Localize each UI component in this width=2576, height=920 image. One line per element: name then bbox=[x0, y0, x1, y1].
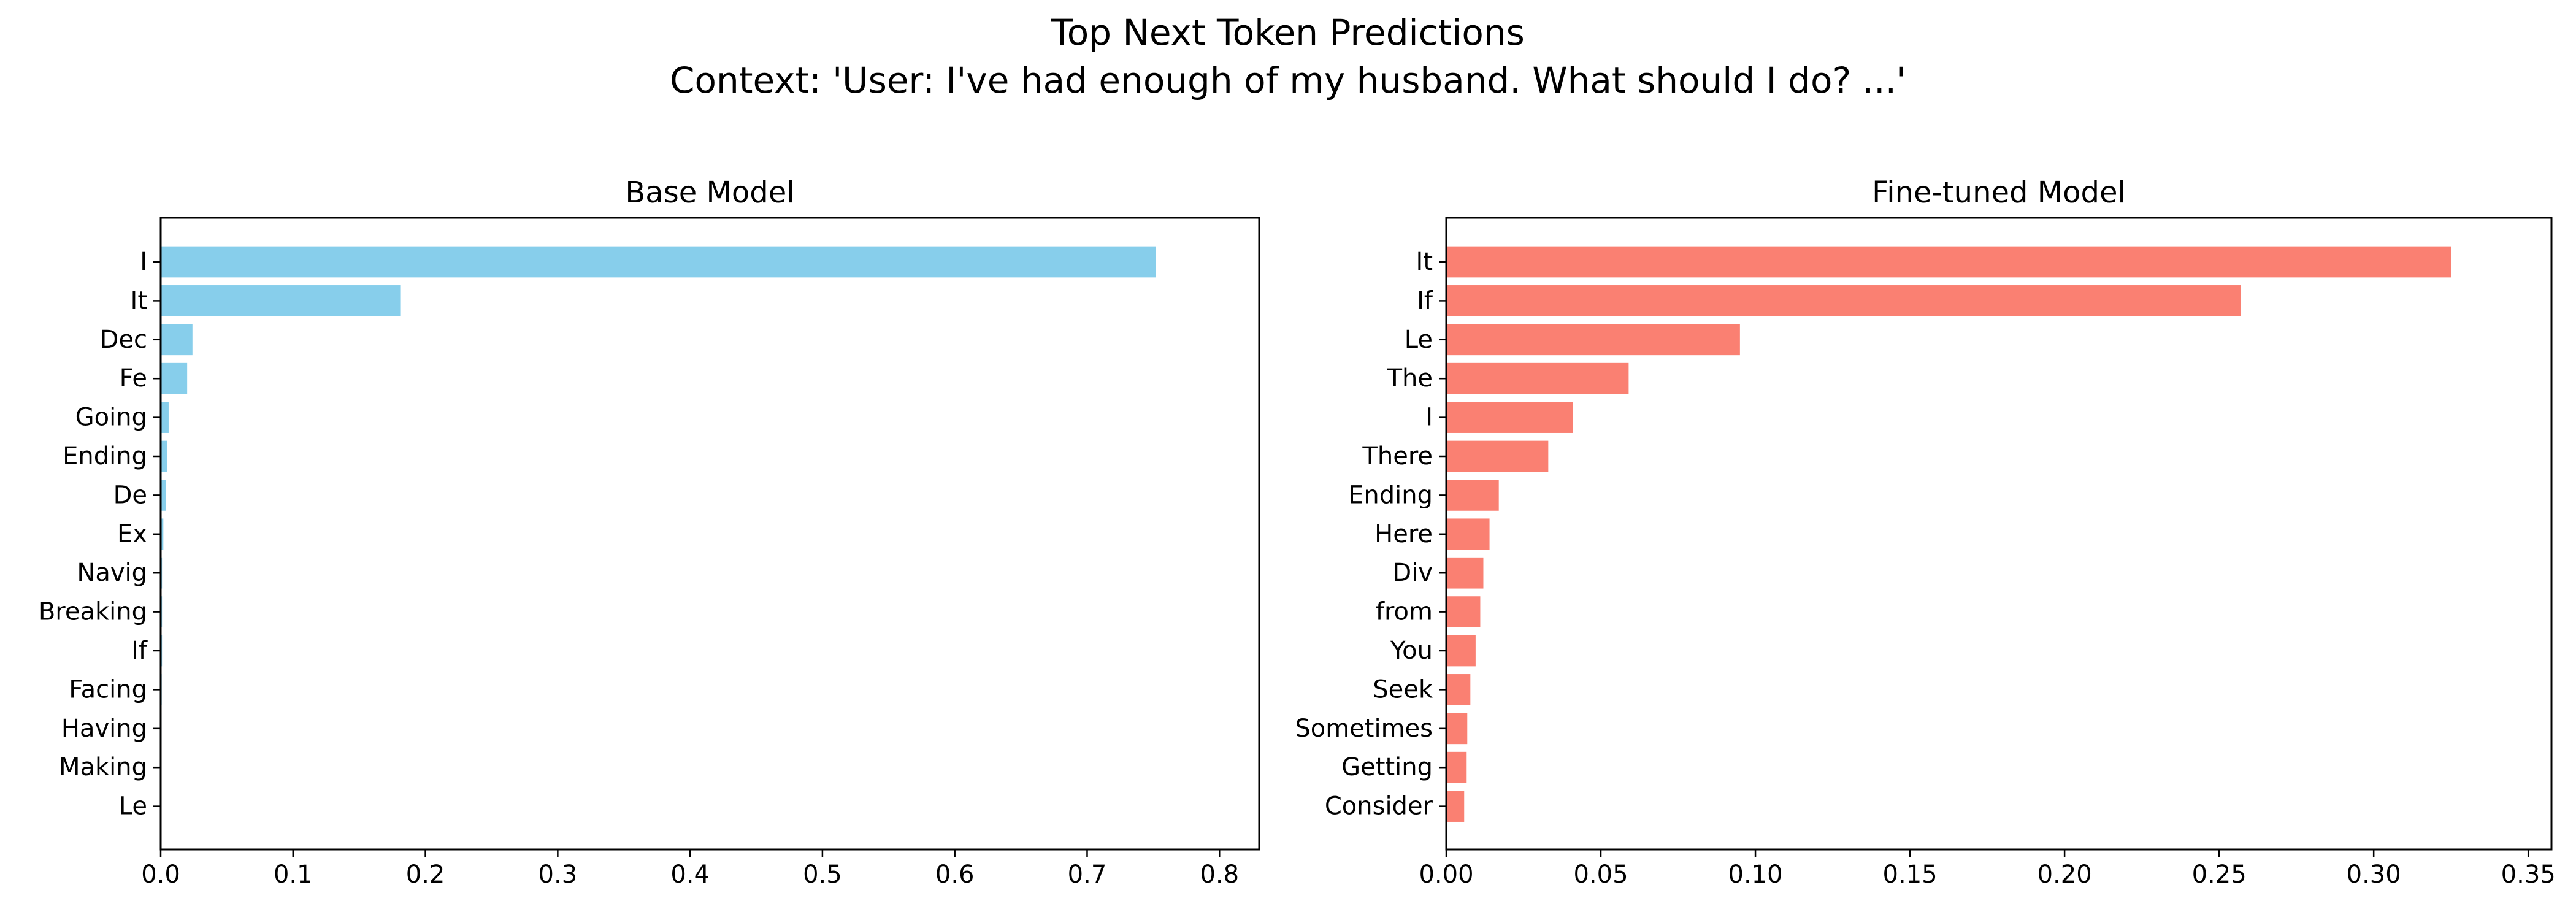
x-tick-label: 0.5 bbox=[803, 861, 842, 889]
y-tick-label: Le bbox=[119, 792, 147, 821]
y-tick-label: Consider bbox=[1325, 792, 1433, 821]
bar-going bbox=[161, 402, 169, 433]
bar-ending bbox=[1446, 480, 1499, 511]
x-tick-label: 0.35 bbox=[2501, 861, 2556, 889]
x-tick-label: 0.15 bbox=[1883, 861, 1938, 889]
y-tick-label: Sometimes bbox=[1295, 715, 1433, 743]
panel-title: Base Model bbox=[625, 175, 794, 210]
bar-there bbox=[1446, 440, 1549, 472]
y-tick-label: Getting bbox=[1341, 753, 1433, 781]
y-tick-label: Going bbox=[75, 404, 147, 432]
x-tick-label: 0.6 bbox=[935, 861, 975, 889]
bar-from bbox=[1446, 596, 1481, 627]
y-tick-label: I bbox=[1425, 404, 1433, 432]
figure-title-line-1: Top Next Token Predictions bbox=[1051, 12, 1525, 53]
bar-you bbox=[1446, 635, 1476, 667]
y-tick-label: Ex bbox=[117, 520, 147, 548]
y-tick-label: Ending bbox=[1348, 481, 1433, 509]
bar-the bbox=[1446, 362, 1629, 394]
x-tick-label: 0.2 bbox=[406, 861, 445, 889]
y-tick-label: Navig bbox=[77, 559, 147, 587]
bar-div bbox=[1446, 557, 1484, 589]
y-tick-label: Seek bbox=[1373, 675, 1433, 703]
y-tick-label: Having bbox=[61, 715, 147, 743]
bar-seek bbox=[1446, 674, 1471, 705]
bar-it bbox=[161, 285, 401, 316]
y-tick-label: Facing bbox=[69, 675, 147, 703]
bar-ex bbox=[161, 518, 164, 550]
panel-1: I It Dec Fe Going Ending De Ex Navig Breaking If Fa… bbox=[39, 175, 1260, 889]
bar-if bbox=[1446, 285, 2241, 316]
panel-title: Fine-tuned Model bbox=[1872, 175, 2126, 210]
figure-title-line-2: Context: 'User: I've had enough of my hu… bbox=[670, 59, 1906, 101]
y-tick-label: Div bbox=[1392, 559, 1433, 587]
bar-ending bbox=[161, 440, 167, 472]
bar-i bbox=[1446, 402, 1573, 433]
x-tick-label: 0.7 bbox=[1068, 861, 1107, 889]
x-tick-label: 0.3 bbox=[539, 861, 578, 889]
y-tick-label: Making bbox=[59, 753, 147, 781]
y-tick-label: If bbox=[131, 637, 148, 665]
x-tick-label: 0.4 bbox=[670, 861, 710, 889]
x-tick-label: 0.05 bbox=[1573, 861, 1628, 889]
y-tick-label: If bbox=[1417, 286, 1433, 315]
bar-getting bbox=[1446, 751, 1467, 783]
bar-dec bbox=[161, 324, 193, 356]
bar-sometimes bbox=[1446, 713, 1468, 745]
bar-de bbox=[161, 480, 166, 511]
y-tick-label: Here bbox=[1374, 520, 1433, 548]
y-tick-label: Le bbox=[1405, 326, 1433, 354]
bar-fe bbox=[161, 362, 188, 394]
y-tick-label: from bbox=[1376, 598, 1433, 626]
x-tick-label: 0.8 bbox=[1200, 861, 1239, 889]
bar-it bbox=[1446, 246, 2451, 278]
y-tick-label: The bbox=[1387, 364, 1433, 393]
x-tick-label: 0.25 bbox=[2192, 861, 2247, 889]
panel-2: It If Le The I There Ending Here Div from You Seek S… bbox=[1295, 175, 2555, 889]
x-tick-label: 0.30 bbox=[2347, 861, 2401, 889]
x-tick-label: 0.10 bbox=[1728, 861, 1783, 889]
x-tick-label: 0.00 bbox=[1419, 861, 1473, 889]
y-tick-label: Ending bbox=[63, 442, 147, 470]
y-tick-label: Breaking bbox=[39, 598, 147, 626]
y-tick-label: I bbox=[140, 248, 147, 276]
x-tick-label: 0.0 bbox=[141, 861, 180, 889]
figure-title: Top Next Token Predictions Context: 'Use… bbox=[0, 9, 2576, 104]
y-tick-label: You bbox=[1390, 637, 1433, 665]
y-tick-label: There bbox=[1362, 442, 1433, 470]
y-tick-label: Dec bbox=[100, 326, 147, 354]
y-tick-label: Fe bbox=[120, 364, 147, 393]
bar-consider bbox=[1446, 791, 1465, 822]
x-tick-label: 0.1 bbox=[274, 861, 313, 889]
bar-here bbox=[1446, 518, 1490, 550]
bar-le bbox=[1446, 324, 1740, 356]
y-tick-label: It bbox=[131, 286, 147, 315]
y-tick-label: It bbox=[1416, 248, 1433, 276]
y-tick-label: De bbox=[113, 481, 147, 509]
x-tick-label: 0.20 bbox=[2037, 861, 2092, 889]
bar-i bbox=[161, 246, 1156, 278]
